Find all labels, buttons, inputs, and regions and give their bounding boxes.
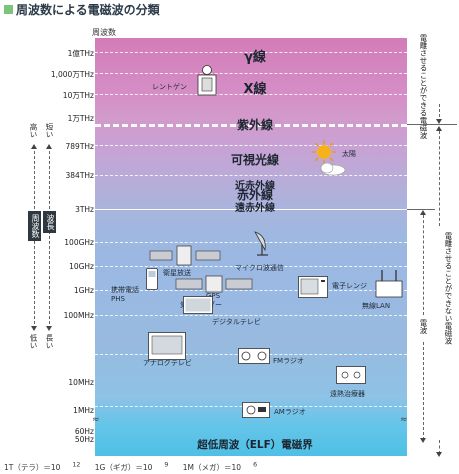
title-mark-icon [4, 5, 13, 14]
freq-tick-label: 10GHz [69, 262, 94, 271]
freq-tick-label: 100GHz [64, 238, 94, 247]
freq-tick-label: 1億THz [67, 49, 94, 58]
therapy-device-icon [336, 366, 366, 384]
freq-tick-label: 3THz [75, 205, 94, 214]
ionizing-arrow-icon [436, 119, 442, 124]
grid-line [95, 266, 407, 267]
freq-low-label: 低い [29, 334, 38, 349]
grid-line [95, 73, 407, 74]
axis-break-left-icon: ≈ [92, 415, 100, 425]
therapy-label: 遠熱治療器 [330, 390, 365, 398]
radio-label: 電波 [419, 319, 428, 334]
wave-short-label: 短い [45, 123, 54, 138]
digital-tv-icon [183, 296, 213, 314]
non-ionizing-arrow-icon [436, 126, 442, 131]
satellite-label: 衛星放送 [163, 269, 191, 277]
radio-divider [407, 209, 435, 210]
freq-tick-label: 10MHz [68, 378, 94, 387]
band-uv: 紫外線 [236, 118, 273, 132]
gps-satellite-icon [175, 275, 253, 293]
am-radio-label: AMラジオ [274, 408, 306, 416]
grid-line [95, 52, 407, 53]
dish-antenna-icon [254, 231, 268, 256]
microwave-oven-icon [298, 276, 328, 298]
band-elf: 超低周波（ELF）電磁界 [197, 439, 313, 451]
frequency-axis-header: 周波数 [92, 28, 116, 37]
wlan-label: 無線LAN [362, 302, 391, 310]
ionizing-boundary-line [95, 124, 407, 127]
grid-line [95, 290, 407, 291]
axis-break-right-icon: ≈ [400, 415, 408, 425]
band-ir: 赤外線 [236, 188, 273, 202]
band-gamma: γ線 [244, 50, 266, 65]
microwave-oven-label: 電子レンジ [332, 282, 367, 290]
grid-line [95, 315, 407, 316]
mobile-label: 携帯電話 PHS [111, 286, 139, 304]
spectrum-panel [95, 38, 407, 456]
digital-tv-label: デジタルテレビ [212, 318, 261, 326]
unit-legend: 1T（テラ）＝10 12 1G（ギガ）＝10 9 1M（メガ）＝10 6 [4, 461, 269, 473]
freq-axis-box: 周波数 [28, 211, 41, 241]
freq-tick-label: 100MHz [63, 311, 94, 320]
radio-arrow-up-icon [420, 210, 426, 215]
wave-arrow-down-icon [46, 326, 52, 331]
sun-icon [312, 140, 346, 176]
band-near-ir: 近赤外線 [235, 181, 275, 192]
non-ionizing-bracket-end [439, 440, 440, 454]
band-far-ir: 遠赤外線 [235, 203, 275, 214]
wlan-router-icon [375, 270, 403, 298]
satellite-icon [149, 245, 221, 266]
non-ionizing-arrow-down-icon [436, 452, 442, 457]
ionizing-bracket [439, 104, 440, 122]
wave-axis-box: 波長 [43, 211, 56, 233]
freq-tick-label: 789THz [65, 142, 94, 151]
radio-bracket-upper [423, 215, 424, 315]
microwave-comm-label: マイクロ波通信 [235, 264, 284, 272]
unit-tera: 1T（テラ）＝10 12 [4, 461, 81, 472]
freq-tick-label: 50Hz [74, 435, 94, 444]
grid-line [95, 175, 407, 176]
freq-tick-label: 10万THz [62, 91, 94, 100]
mobile-label-line: PHS [111, 295, 125, 303]
sun-label: 太陽 [342, 150, 356, 158]
analog-tv-icon [148, 332, 186, 360]
wave-arrow-up-icon [46, 144, 52, 149]
analog-tv-label: アナログテレビ [143, 359, 192, 367]
unit-giga: 1G（ギガ）＝10 9 [94, 461, 169, 472]
ionizing-label: 電離させることができる電磁波 [419, 34, 428, 139]
grid-line [95, 145, 407, 146]
non-ionizing-label: 電離させることができない電磁波 [444, 232, 453, 345]
xray-device-label: レントゲン [152, 83, 187, 91]
grid-line [95, 242, 407, 243]
radio-bracket-lower [423, 342, 424, 440]
xray-person-icon [197, 65, 217, 96]
ionizing-divider [407, 124, 457, 125]
freq-tick-label: 1万THz [67, 114, 94, 123]
freq-tick-label: 60Hz [74, 427, 94, 436]
band-visible: 可視光線 [230, 153, 279, 167]
radio-boundary-line [95, 209, 407, 210]
non-ionizing-bracket [439, 131, 440, 226]
fm-radio-label: FMラジオ [273, 357, 304, 365]
freq-high-label: 高い [29, 123, 38, 138]
freq-tick-label: 1,000万THz [50, 70, 94, 79]
am-radio-icon [242, 402, 270, 418]
page-title-text: 周波数による電磁波の分類 [16, 3, 160, 17]
wave-arrow-line [49, 146, 50, 329]
freq-tick-label: 1GHz [73, 286, 94, 295]
band-xray: X線 [243, 82, 267, 97]
gps-label: GPS [206, 292, 221, 300]
mobile-label-line: 携帯電話 [111, 286, 139, 294]
freq-arrow-down-icon [31, 326, 37, 331]
freq-arrow-up-icon [31, 144, 37, 149]
page-title: 周波数による電磁波の分類 [4, 1, 160, 18]
mobile-phone-icon [146, 268, 158, 290]
unit-mega: 1M（メガ）＝10 6 [182, 461, 258, 472]
freq-tick-label: 1MHz [73, 406, 94, 415]
radio-arrow-down-icon [420, 438, 426, 443]
wave-long-label: 長い [45, 334, 54, 349]
grid-line [95, 94, 407, 95]
freq-tick-label: 384THz [65, 171, 94, 180]
fm-radio-icon [238, 348, 270, 364]
